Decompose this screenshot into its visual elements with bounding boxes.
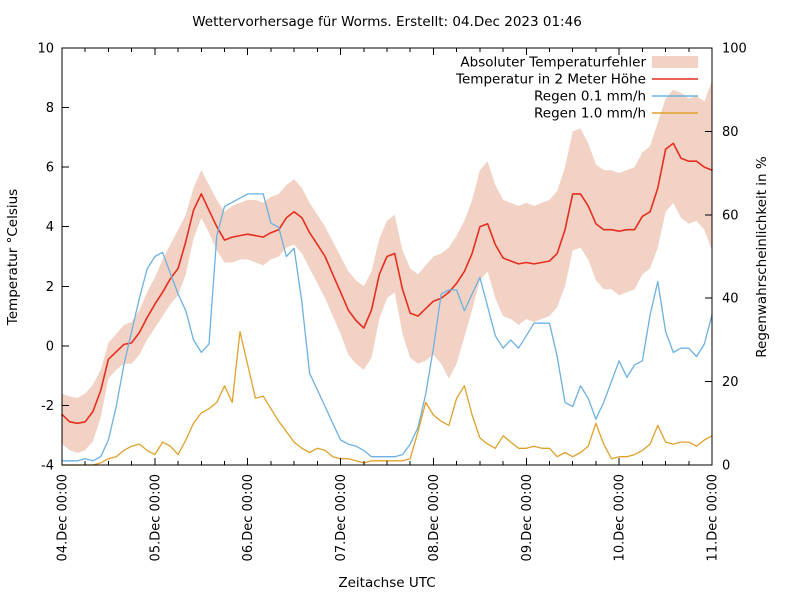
y-left-tick-label: 4: [46, 220, 54, 235]
y-axis-label-left: Temperatur °Celsius: [5, 189, 21, 326]
y-left-tick-label: 2: [46, 280, 54, 295]
x-tick-label: 11.Dec 00:00: [706, 474, 721, 561]
x-tick-label: 08.Dec 00:00: [427, 474, 442, 561]
y-right-tick-label: 100: [722, 42, 747, 57]
y-right-tick-label: 20: [722, 375, 739, 390]
x-tick-label: 06.Dec 00:00: [241, 474, 256, 561]
y-right-tick-label: 80: [722, 125, 739, 140]
series-line-temperature: [61, 142, 713, 425]
series-area-temperature-error: [62, 80, 712, 454]
y-left-tick-label: 6: [46, 161, 54, 176]
legend-label: Temperatur in 2 Meter Höhe: [455, 72, 646, 88]
legend-entry-temperature: Temperatur in 2 Meter Höhe: [455, 72, 698, 88]
x-tick-label: 10.Dec 00:00: [613, 474, 628, 561]
y-left-tick-label: 10: [37, 42, 54, 57]
legend-entry-rain_0_1: Regen 0.1 mm/h: [534, 89, 698, 105]
y-left-tick-label: -2: [41, 399, 54, 414]
y-right-tick-label: 60: [722, 208, 739, 223]
legend-swatch-band: [652, 56, 698, 68]
series-line-rain-0.1: [61, 193, 713, 462]
y-left-tick-label: 0: [46, 339, 54, 354]
legend-entry-temperature_error: Absoluter Temperaturfehler: [460, 55, 698, 71]
series-line-rain-1.0: [61, 330, 713, 466]
y-left-tick-label: 8: [46, 101, 54, 116]
x-tick-label: 04.Dec 00:00: [56, 474, 71, 561]
x-axis-label: Zeitachse UTC: [338, 575, 435, 591]
x-tick-label: 07.Dec 00:00: [334, 474, 349, 561]
y-left-tick-label: -4: [41, 459, 54, 474]
x-tick-label: 09.Dec 00:00: [520, 474, 535, 561]
y-right-tick-label: 40: [722, 292, 739, 307]
chart-title: Wettervorhersage für Worms. Erstellt: 04…: [192, 14, 582, 30]
legend-entry-rain_1_0: Regen 1.0 mm/h: [534, 106, 698, 122]
y-right-tick-label: 0: [722, 459, 730, 474]
y-axis-label-right: Regenwahrscheinlichkeit in %: [754, 156, 770, 358]
legend-label: Regen 1.0 mm/h: [534, 106, 646, 122]
x-tick-label: 05.Dec 00:00: [148, 474, 163, 561]
legend-label: Absoluter Temperaturfehler: [460, 55, 646, 71]
legend-label: Regen 0.1 mm/h: [534, 89, 646, 105]
